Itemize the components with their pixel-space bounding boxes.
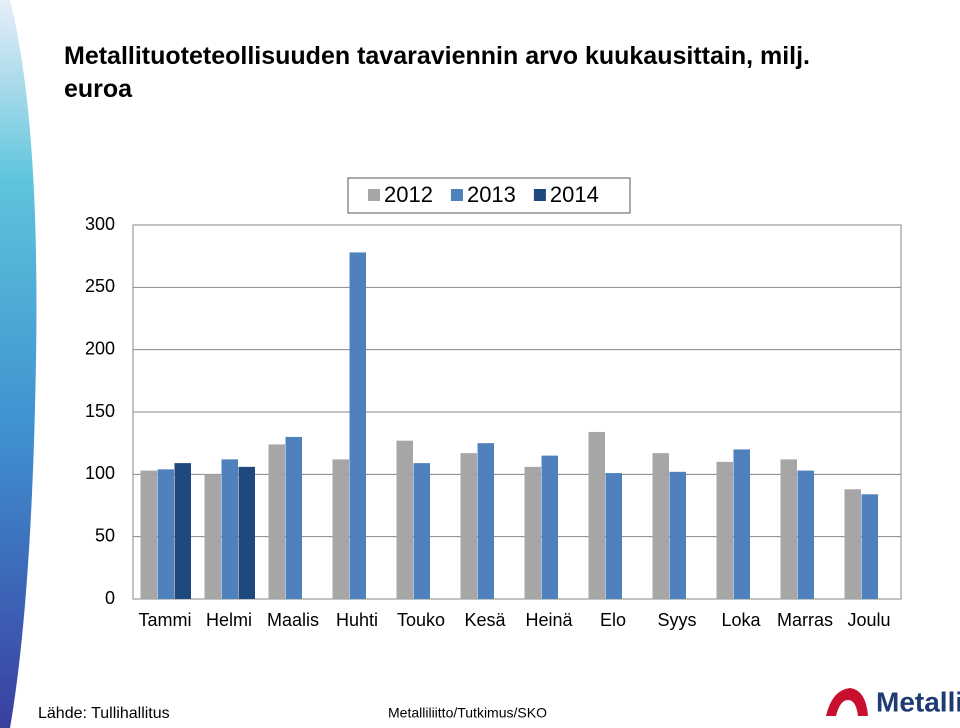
bar — [460, 453, 477, 599]
x-tick-label: Maalis — [267, 610, 319, 630]
bar — [669, 471, 686, 599]
x-tick-label: Loka — [721, 610, 761, 630]
y-tick-label: 250 — [85, 276, 115, 296]
source: Lähde: Tullihallitus — [38, 705, 170, 722]
chart-title: Metallituoteteollisuuden tavaraviennin a… — [64, 42, 810, 103]
y-tick-label: 150 — [85, 401, 115, 421]
bar — [477, 443, 494, 599]
bar — [541, 455, 558, 599]
bar — [861, 494, 878, 599]
legend-box — [347, 177, 631, 214]
bar — [204, 474, 221, 599]
bar — [268, 444, 285, 599]
x-tick-label: Kesä — [464, 610, 506, 630]
bar — [652, 453, 669, 599]
bar — [285, 436, 302, 599]
bar — [238, 466, 255, 599]
x-tick-label: Joulu — [847, 610, 890, 630]
bar — [157, 469, 174, 599]
footer: Metalliliitto/Tutkimus/SKO — [388, 705, 547, 721]
legend-label: 2013 — [467, 182, 516, 207]
decor-swoosh — [0, 0, 37, 728]
bar — [396, 440, 413, 599]
legend-swatch — [368, 189, 380, 201]
bar — [221, 459, 238, 599]
bar — [524, 466, 541, 599]
x-tick-label: Touko — [397, 610, 445, 630]
y-tick-label: 100 — [85, 463, 115, 483]
logo-text: Metalli — [876, 686, 960, 717]
legend-label: 2012 — [384, 182, 433, 207]
x-tick-label: Elo — [600, 610, 626, 630]
bar — [413, 463, 430, 599]
x-tick-label: Huhti — [336, 610, 378, 630]
bar — [780, 459, 797, 599]
x-tick-label: Heinä — [525, 610, 573, 630]
y-tick-label: 200 — [85, 338, 115, 358]
bar — [174, 463, 191, 599]
x-tick-label: Helmi — [206, 610, 252, 630]
bar — [349, 252, 366, 599]
x-tick-label: Tammi — [139, 610, 192, 630]
bar — [844, 489, 861, 599]
bar — [716, 461, 733, 599]
y-tick-label: 300 — [85, 214, 115, 234]
x-tick-label: Syys — [657, 610, 696, 630]
y-tick-label: 50 — [95, 525, 115, 545]
legend-swatch — [450, 189, 463, 201]
bar — [605, 473, 622, 599]
legend-label: 2014 — [550, 182, 599, 207]
legend-swatch — [533, 189, 546, 201]
logo: Metalli — [826, 686, 960, 717]
logo-mark — [826, 688, 868, 716]
bar — [140, 470, 157, 599]
x-tick-label: Marras — [777, 610, 833, 630]
bar — [733, 449, 750, 599]
bar — [588, 431, 605, 599]
bar — [797, 470, 814, 599]
y-tick-label: 0 — [105, 588, 115, 608]
bar — [332, 459, 349, 599]
